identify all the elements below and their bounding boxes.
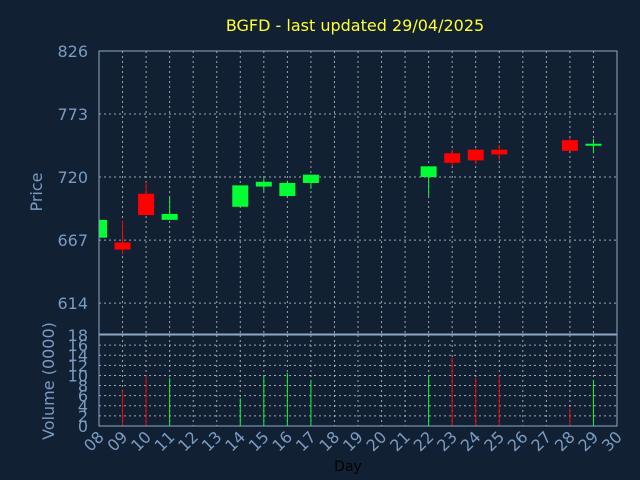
candle-body xyxy=(467,149,484,161)
volume-tick-label: 4 xyxy=(78,397,88,416)
price-tick-label: 720 xyxy=(57,168,88,187)
volume-bars xyxy=(122,357,594,426)
volume-tick-label: 10 xyxy=(68,366,88,385)
price-tick-label: 773 xyxy=(57,105,88,124)
candle-body xyxy=(255,181,272,187)
candles xyxy=(98,137,602,255)
volume-tick-label: 8 xyxy=(78,377,88,396)
volume-axis-label: Volume (0000) xyxy=(39,322,58,440)
candle-body xyxy=(561,140,578,151)
chart-title: BGFD - last updated 29/04/2025 xyxy=(226,16,484,35)
candle-body xyxy=(138,193,155,216)
candle-body xyxy=(491,149,508,155)
volume-tick-label: 14 xyxy=(68,346,88,365)
price-tick-label: 614 xyxy=(57,294,88,313)
candle-body xyxy=(279,182,296,197)
volume-tick-label: 6 xyxy=(78,387,88,406)
price-axis-label: Price xyxy=(27,172,46,211)
x-ticks: 0809101112131415161718192021222324252627… xyxy=(80,427,626,455)
candle-body xyxy=(99,219,107,238)
candle-body xyxy=(585,143,602,146)
price-tick-label: 667 xyxy=(57,231,88,250)
volume-tick-label: 16 xyxy=(68,336,88,355)
candle-body xyxy=(420,166,437,178)
volume-tick-label: 2 xyxy=(78,407,88,426)
price-tick-label: 826 xyxy=(57,42,88,61)
x-axis-label: Day xyxy=(334,459,362,475)
candle-body xyxy=(114,242,131,250)
price-grid xyxy=(98,50,618,334)
price-frame xyxy=(98,50,618,335)
volume-tick-label: 0 xyxy=(78,417,88,436)
candle-body xyxy=(232,185,249,207)
volume-tick-label: 18 xyxy=(68,326,88,345)
candle-body xyxy=(161,213,178,220)
candle-body xyxy=(444,153,461,163)
candle-body xyxy=(302,174,319,183)
volume-tick-label: 12 xyxy=(68,356,88,375)
price-panel: 826 773 720 667 614 Price xyxy=(27,42,618,335)
volume-frame xyxy=(98,334,618,427)
price-y-ticks: 826 773 720 667 614 xyxy=(57,42,88,313)
